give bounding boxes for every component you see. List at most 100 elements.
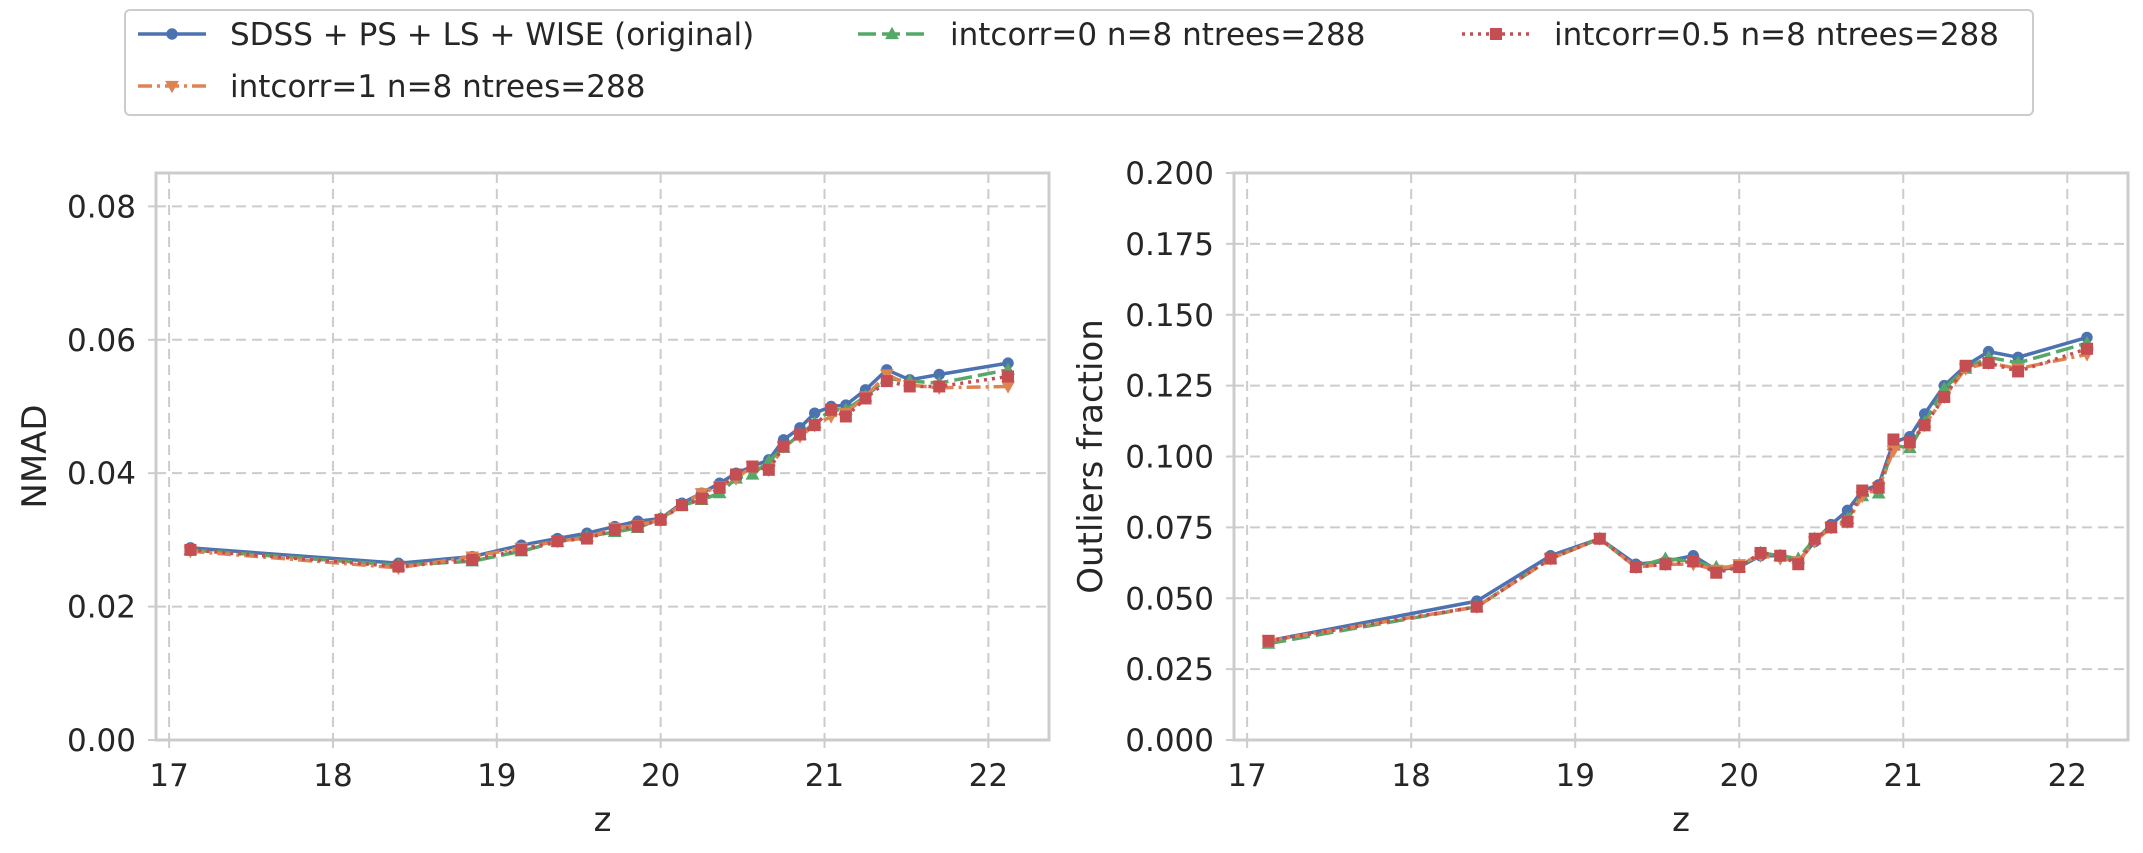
legend-frame bbox=[124, 9, 2034, 116]
data-point bbox=[859, 392, 872, 405]
data-point bbox=[580, 532, 593, 545]
x-tick-label: 17 bbox=[149, 758, 188, 794]
data-point bbox=[713, 481, 726, 494]
data-point bbox=[2080, 342, 2093, 355]
data-point bbox=[466, 553, 479, 566]
data-point bbox=[1792, 558, 1805, 571]
y-tick-label: 0.050 bbox=[1125, 581, 1214, 617]
series-1 bbox=[1262, 331, 2093, 647]
series-line bbox=[190, 372, 1009, 570]
data-point bbox=[1262, 634, 1275, 647]
plot-frame bbox=[154, 171, 1051, 742]
series-4 bbox=[1262, 342, 2093, 647]
y-tick-label: 0.075 bbox=[1125, 510, 1214, 546]
data-point bbox=[1754, 546, 1767, 559]
series-4 bbox=[184, 370, 1015, 573]
x-tick-label: 21 bbox=[805, 758, 844, 794]
data-point bbox=[695, 492, 708, 505]
data-point bbox=[1937, 381, 1952, 394]
data-point bbox=[1938, 390, 1951, 403]
legend-label: intcorr=1 n=8 ntrees=288 bbox=[230, 69, 645, 105]
data-point bbox=[808, 419, 821, 432]
y-tick-label: 0.150 bbox=[1125, 298, 1214, 334]
data-point bbox=[1001, 381, 1015, 394]
data-point bbox=[1593, 532, 1606, 545]
x-tick-label: 22 bbox=[969, 758, 1008, 794]
y-tick-label: 0.125 bbox=[1125, 369, 1214, 405]
data-point bbox=[1872, 481, 1885, 494]
y-tick-label: 0.08 bbox=[67, 189, 136, 225]
y-tick-label: 0.025 bbox=[1125, 652, 1214, 688]
data-point bbox=[1002, 370, 1015, 383]
y-tick-label: 0.02 bbox=[67, 590, 136, 626]
data-point bbox=[515, 543, 528, 556]
data-point bbox=[1710, 566, 1723, 579]
data-point bbox=[880, 375, 893, 388]
x-tick-label: 20 bbox=[1720, 758, 1759, 794]
y-tick-label: 0.100 bbox=[1125, 440, 1214, 476]
data-point bbox=[762, 463, 775, 476]
legend-entry: SDSS + PS + LS + WISE (original) bbox=[138, 17, 754, 53]
data-point bbox=[1774, 549, 1787, 562]
x-axis-label: z bbox=[594, 800, 612, 840]
y-axis-label: Outliers fraction bbox=[1071, 319, 1111, 594]
data-point bbox=[777, 440, 790, 453]
data-point bbox=[1733, 561, 1746, 574]
series-line bbox=[1268, 335, 2088, 643]
legend-label: intcorr=0.5 n=8 ntrees=288 bbox=[1554, 17, 1999, 53]
data-point bbox=[746, 460, 759, 473]
legend-label: intcorr=0 n=8 ntrees=288 bbox=[950, 17, 1365, 53]
data-point bbox=[1629, 561, 1642, 574]
y-tick-label: 0.06 bbox=[67, 323, 136, 359]
x-tick-label: 18 bbox=[313, 758, 352, 794]
data-point bbox=[839, 410, 852, 423]
chart-panel-1: 17 18 19 20 21 22 0.00 0.02 0.04 0.06 0.08 z NMAD bbox=[15, 171, 1051, 840]
data-point bbox=[551, 535, 564, 548]
series-2 bbox=[183, 362, 1015, 571]
data-point bbox=[1959, 359, 1972, 372]
series-line bbox=[1268, 352, 2088, 643]
series-3 bbox=[1261, 349, 2094, 648]
series-line bbox=[1268, 347, 2088, 643]
y-tick-label: 0.000 bbox=[1125, 723, 1214, 759]
x-tick-label: 19 bbox=[1555, 758, 1594, 794]
data-point bbox=[1982, 356, 1995, 369]
x-tick-label: 21 bbox=[1884, 758, 1923, 794]
series-line bbox=[190, 368, 1009, 567]
data-point bbox=[1544, 552, 1557, 565]
x-tick-label: 18 bbox=[1391, 758, 1430, 794]
y-tick-label: 0.00 bbox=[67, 723, 136, 759]
data-point bbox=[1903, 436, 1916, 449]
data-point bbox=[1856, 484, 1869, 497]
data-point bbox=[1841, 515, 1854, 528]
data-point bbox=[1825, 521, 1838, 534]
data-point bbox=[903, 380, 916, 393]
data-point bbox=[1887, 433, 1900, 446]
data-point bbox=[933, 380, 946, 393]
legend: SDSS + PS + LS + WISE (original) intcorr=… bbox=[124, 9, 2034, 116]
legend-entry: intcorr=1 n=8 ntrees=288 bbox=[138, 69, 645, 105]
legend-marker bbox=[166, 28, 178, 40]
y-tick-label: 0.04 bbox=[67, 456, 136, 492]
legend-label: SDSS + PS + LS + WISE (original) bbox=[230, 17, 754, 53]
legend-entry: intcorr=0 n=8 ntrees=288 bbox=[858, 17, 1365, 53]
legend-marker bbox=[885, 26, 899, 40]
data-point bbox=[793, 428, 806, 441]
data-point bbox=[1808, 532, 1821, 545]
data-point bbox=[1687, 555, 1700, 568]
x-tick-label: 20 bbox=[641, 758, 680, 794]
data-point bbox=[730, 468, 743, 481]
x-tick-label: 17 bbox=[1227, 758, 1266, 794]
data-point bbox=[825, 403, 838, 416]
data-point bbox=[1659, 558, 1672, 571]
x-tick-label: 22 bbox=[2048, 758, 2087, 794]
y-tick-label: 0.175 bbox=[1125, 227, 1214, 263]
data-point bbox=[2012, 365, 2025, 378]
data-point bbox=[675, 499, 688, 512]
data-point bbox=[1470, 600, 1483, 613]
plot-frame bbox=[1232, 171, 2130, 742]
series-1 bbox=[184, 357, 1014, 569]
series-2 bbox=[1261, 335, 2094, 649]
x-tick-label: 19 bbox=[477, 758, 516, 794]
